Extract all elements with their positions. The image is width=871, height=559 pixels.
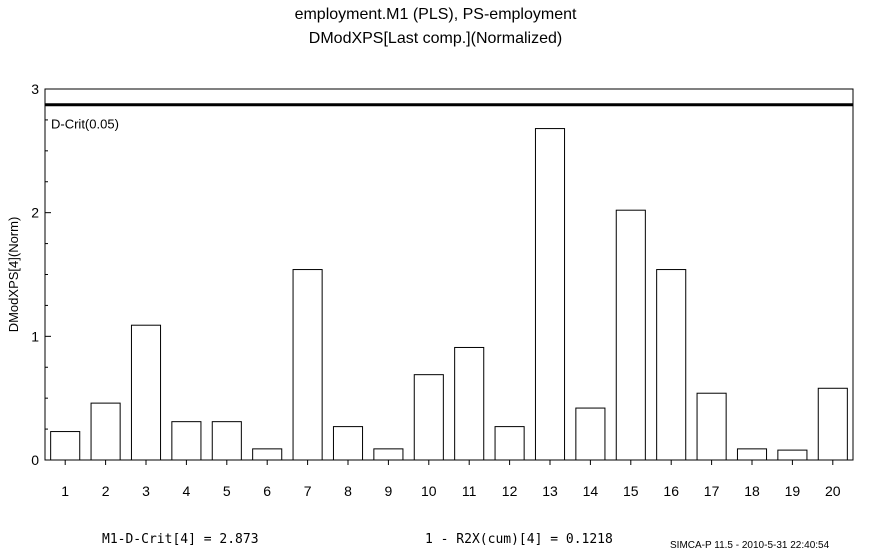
y-tick-label: 2	[31, 205, 39, 221]
y-tick-label: 0	[31, 452, 39, 468]
bar	[332, 426, 364, 461]
x-tick-label: 2	[102, 483, 110, 499]
x-tick-label: 12	[502, 483, 518, 499]
bar	[171, 421, 202, 461]
bar	[736, 448, 768, 461]
bar	[211, 421, 242, 461]
x-tick-label: 19	[785, 483, 801, 499]
x-tick-label: 5	[223, 483, 231, 499]
bar	[90, 402, 121, 461]
x-tick-label: 4	[183, 483, 191, 499]
bar	[252, 448, 283, 461]
r2x-readout: 1 - R2X(cum)[4] = 0.1218	[425, 532, 613, 547]
x-tick-label: 10	[421, 483, 437, 499]
bar	[50, 431, 81, 461]
dcrit-readout: M1-D-Crit[4] = 2.873	[102, 532, 259, 547]
dcrit-line-label: D-Crit(0.05)	[51, 117, 119, 132]
y-tick-label: 1	[31, 328, 39, 344]
x-tick-label: 20	[825, 483, 841, 499]
x-tick-label: 8	[344, 483, 352, 499]
x-tick-label: 16	[663, 483, 679, 499]
x-tick-label: 14	[583, 483, 599, 499]
x-tick-label: 6	[263, 483, 271, 499]
x-tick-label: 3	[142, 483, 150, 499]
x-tick-label: 11	[462, 483, 477, 499]
bar	[413, 374, 444, 461]
bar	[373, 448, 404, 461]
software-stamp: SIMCA-P 11.5 - 2010-5-31 22:40:54	[670, 540, 830, 551]
x-tick-label: 15	[623, 483, 639, 499]
x-tick-label: 13	[542, 483, 558, 499]
x-tick-label: 18	[744, 483, 760, 499]
bar	[454, 346, 485, 461]
bar	[696, 392, 727, 461]
y-axis-label: DModXPS[4](Norm)	[6, 217, 21, 333]
bar	[130, 324, 162, 461]
bar	[534, 128, 566, 461]
bar	[656, 269, 687, 461]
x-tick-label: 17	[704, 483, 720, 499]
bar	[292, 269, 323, 461]
bar	[817, 387, 848, 461]
x-tick-label: 7	[304, 483, 312, 499]
chart-title: employment.M1 (PLS), PS-employment	[294, 6, 577, 23]
x-tick-label: 1	[61, 483, 69, 499]
bar	[494, 426, 525, 461]
bar	[575, 407, 606, 461]
chart-subtitle: DModXPS[Last comp.](Normalized)	[308, 30, 563, 47]
bar	[777, 449, 808, 461]
bar	[615, 209, 646, 461]
y-tick-label: 3	[31, 81, 39, 97]
plot-frame	[44, 88, 854, 461]
x-tick-label: 9	[385, 483, 393, 499]
